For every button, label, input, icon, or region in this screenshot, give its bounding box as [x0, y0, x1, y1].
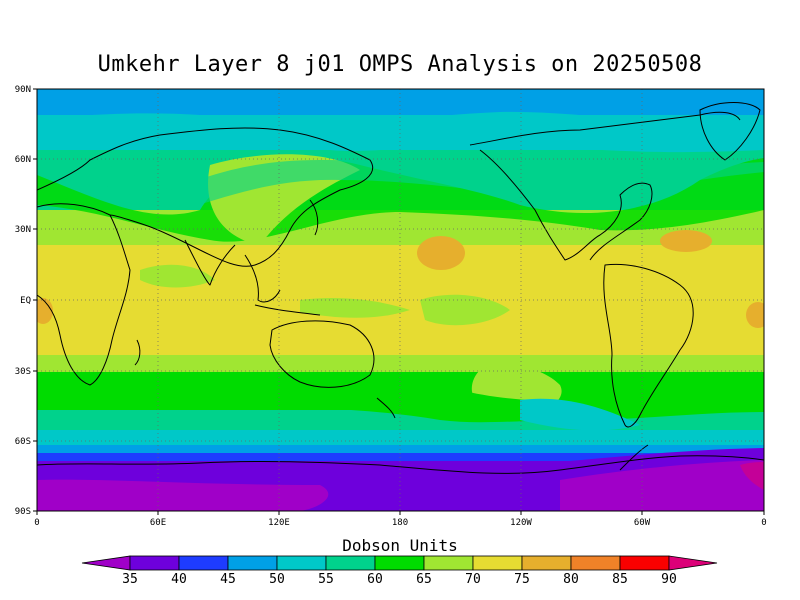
south-teal-tongue	[520, 398, 640, 431]
colorbar-segment	[325, 555, 376, 571]
tropical-green-patch-3	[140, 264, 215, 288]
colorbar-segment	[472, 555, 523, 571]
coast-australia	[269, 320, 375, 388]
colorbar-low-arrow	[81, 555, 131, 571]
coast-alaska-canada	[469, 111, 741, 146]
colorbar-level-label: 85	[612, 572, 628, 587]
antarctic-magenta-west	[37, 479, 329, 511]
coast-greenland	[699, 102, 761, 161]
colorbar-level-label: 55	[318, 572, 334, 587]
lon-label-0-east: 0	[761, 518, 766, 528]
coast-new-zealand	[376, 397, 396, 419]
coast-india	[184, 239, 236, 286]
band-southern-ocean	[37, 430, 764, 445]
coast-antarctic-peninsula	[619, 444, 649, 471]
colorbar-segment	[374, 555, 425, 571]
coast-europe-asia	[37, 127, 373, 267]
tropical-green-patch-2	[420, 294, 510, 326]
colorbar-segment	[521, 555, 572, 571]
colorbar-level-label: 60	[367, 572, 383, 587]
colorbar-segment	[570, 555, 621, 571]
colorbar: 35 40 45 50 55 60 65 70 75 80 85 90	[81, 555, 718, 587]
lat-label-30s: 30S	[15, 367, 31, 377]
teal-arctic-lobe	[37, 111, 764, 153]
lon-label-180: 180	[392, 518, 408, 528]
band-south-subtropic	[37, 355, 764, 375]
colorbar-level-label: 80	[563, 572, 579, 587]
colorbar-level-label: 70	[465, 572, 481, 587]
coast-indonesia	[254, 304, 321, 316]
colorbar-segment	[619, 555, 670, 571]
coast-africa	[37, 203, 131, 386]
colorbar-segment	[423, 555, 474, 571]
map-title: Umkehr Layer 8 j01 OMPS Analysis on 2025…	[97, 52, 703, 77]
colorbar-segment	[178, 555, 229, 571]
colorbar-segment	[227, 555, 278, 571]
high-north-atlantic	[660, 230, 712, 252]
high-east-atlantic	[746, 302, 764, 328]
lon-label-60e: 60E	[150, 518, 166, 528]
lat-ticks	[33, 88, 37, 512]
lat-label-30n: 30N	[15, 225, 31, 235]
lon-label-120e: 120E	[268, 518, 290, 528]
colorbar-segment	[129, 555, 180, 571]
colorbar-level-label: 35	[122, 572, 138, 587]
lat-label-90n: 90N	[15, 85, 31, 95]
colorbar-level-label: 40	[171, 572, 187, 587]
tropical-green-patch-1	[300, 298, 410, 318]
coast-north-america	[479, 149, 653, 261]
map-plot-area	[37, 89, 764, 511]
lat-label-60s: 60S	[15, 437, 31, 447]
lon-label-60w: 60W	[634, 518, 651, 528]
colorbar-level-label: 75	[514, 572, 530, 587]
coast-japan	[309, 199, 319, 236]
colorbar-segment	[276, 555, 327, 571]
colorbar-level-label: 45	[220, 572, 236, 587]
colorbar-level-label: 50	[269, 572, 285, 587]
coastlines	[37, 102, 764, 474]
colorbar-level-label: 90	[661, 572, 677, 587]
high-north-pacific	[417, 236, 465, 270]
colorbar-high-arrow	[668, 555, 718, 571]
lat-label-60n: 60N	[15, 155, 31, 165]
antarctic-darkpink-edge	[740, 462, 764, 490]
lon-ticks	[36, 511, 765, 515]
lon-label-0-west: 0	[34, 518, 39, 528]
colorbar-level-label: 65	[416, 572, 432, 587]
lon-label-120w: 120W	[510, 518, 532, 528]
high-west-africa	[37, 298, 53, 324]
coast-antarctica	[37, 455, 764, 474]
coast-madagascar	[134, 339, 141, 366]
antarctic-magenta-east	[560, 460, 764, 511]
band-antarctic-blue	[37, 453, 764, 463]
colorbar-title: Dobson Units	[342, 536, 458, 555]
north-green-band	[37, 158, 764, 242]
coast-south-america	[603, 263, 694, 428]
lat-label-90s: 90S	[15, 507, 31, 517]
north-teal-bulge	[37, 150, 764, 210]
band-tropics	[37, 245, 764, 365]
lat-label-eq: EQ	[20, 296, 31, 306]
band-antarctic-edge	[37, 445, 764, 455]
